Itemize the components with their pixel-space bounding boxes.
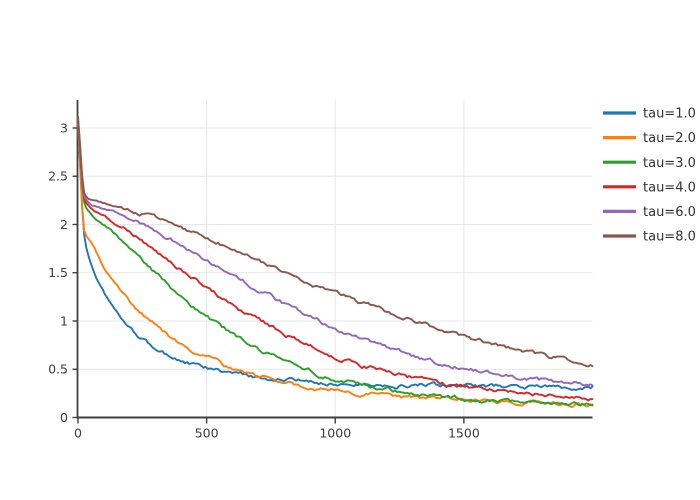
legend-item: tau=6.0	[603, 205, 696, 220]
series-line-tau=4.0	[77, 118, 594, 402]
x-tick-label: 1000	[319, 426, 351, 441]
legend-label: tau=3.0	[643, 156, 696, 171]
legend-label: tau=8.0	[643, 230, 696, 245]
series-line-tau=2.0	[77, 120, 594, 409]
legend-item: tau=1.0	[603, 107, 696, 122]
legend-label: tau=4.0	[643, 180, 696, 195]
series-line-tau=1.0	[77, 122, 594, 391]
y-tick-label: 2	[60, 217, 68, 232]
x-tick-label: 1500	[448, 426, 480, 441]
legend-item: tau=3.0	[603, 156, 696, 171]
legend-label: tau=1.0	[643, 107, 696, 122]
x-tick-label: 500	[195, 426, 219, 441]
gridlines	[78, 100, 593, 418]
legend: tau=1.0 tau=2.0 tau=3.0 tau=4.0 tau=6.0 tau=8…	[603, 107, 696, 245]
y-tick-label: 1	[60, 313, 68, 328]
legend-item: tau=4.0	[603, 180, 696, 195]
x-tick-label: 0	[74, 426, 82, 441]
y-tick-label: 0	[60, 410, 68, 425]
axes	[72, 100, 593, 424]
data-curves	[77, 115, 594, 409]
legend-item: tau=8.0	[603, 230, 696, 245]
series-line-tau=3.0	[77, 119, 594, 407]
legend-label: tau=6.0	[643, 205, 696, 220]
y-tick-label: 2.5	[48, 169, 68, 184]
series-line-tau=8.0	[77, 115, 594, 368]
y-tick-label: 0.5	[48, 362, 68, 377]
legend-label: tau=2.0	[643, 131, 696, 146]
series-line-tau=6.0	[77, 117, 594, 387]
legend-item: tau=2.0	[603, 131, 696, 146]
tick-labels: 0 0.5 1 1.5 2 2.5 3 0 500 1000 1500	[48, 120, 480, 440]
y-tick-label: 1.5	[48, 265, 68, 280]
y-tick-label: 3	[60, 120, 68, 135]
